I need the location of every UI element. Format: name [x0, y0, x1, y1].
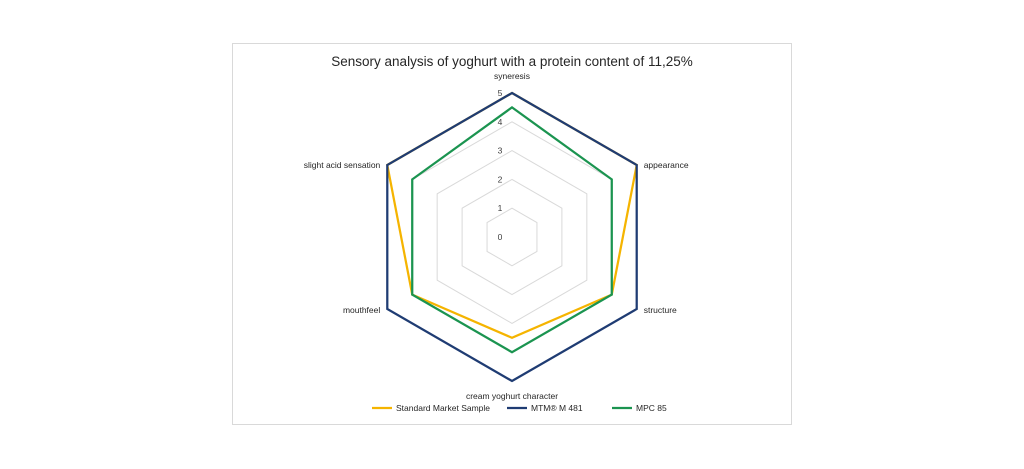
axis-label: structure	[644, 305, 677, 315]
radial-ticks: 0 1 2 3 4 5	[498, 88, 503, 242]
legend-label: MTM® M 481	[531, 403, 583, 413]
legend-label: Standard Market Sample	[396, 403, 490, 413]
grid-ring	[486, 207, 538, 267]
tick-label: 5	[498, 88, 503, 98]
tick-label: 0	[498, 232, 503, 242]
axis-label: appearance	[644, 160, 689, 170]
grid-ring	[411, 121, 613, 353]
series-line	[386, 91, 638, 383]
chart-title: Sensory analysis of yoghurt with a prote…	[331, 54, 692, 69]
tick-label: 3	[498, 146, 503, 156]
grid-ring	[461, 178, 563, 296]
tick-label: 4	[498, 117, 503, 127]
axis-label: mouthfeel	[343, 305, 380, 315]
axis-label: syneresis	[494, 71, 530, 81]
axis-labels: syneresis appearance structure cream yoghur…	[304, 71, 689, 401]
legend-label: MPC 85	[636, 403, 667, 413]
tick-label: 2	[498, 174, 503, 184]
series-line	[411, 106, 613, 354]
axis-label: slight acid sensation	[304, 160, 381, 170]
legend: Standard Market Sample MTM® M 481 MPC 85	[372, 403, 667, 413]
radar-series	[386, 91, 638, 383]
tick-label: 1	[498, 203, 503, 213]
axis-label: cream yoghurt character	[466, 391, 558, 401]
grid-ring	[436, 150, 588, 324]
